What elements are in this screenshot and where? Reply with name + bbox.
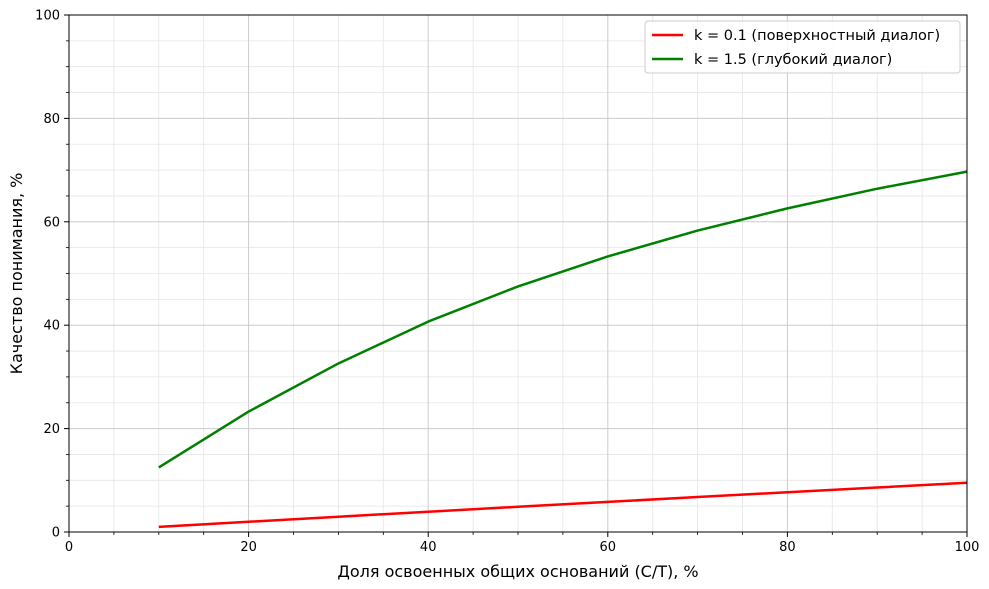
y-tick-label: 0 xyxy=(52,526,60,541)
x-tick-label: 20 xyxy=(240,540,257,555)
axis-ticks: 0 20 40 60 80 100 0 20 40 60 80 100 xyxy=(35,9,979,556)
y-tick-label: 80 xyxy=(43,112,60,127)
y-axis-label: Качество понимания, % xyxy=(7,173,26,375)
legend: k = 0.1 (поверхностный диалог) k = 1.5 (… xyxy=(644,20,961,74)
y-tick-label: 100 xyxy=(35,9,60,24)
legend-label-k15: k = 1.5 (глубокий диалог) xyxy=(694,52,892,68)
y-tick-label: 20 xyxy=(43,422,60,437)
legend-label-k01: k = 0.1 (поверхностный диалог) xyxy=(694,28,940,44)
y-tick-label: 40 xyxy=(43,319,60,334)
x-tick-label: 80 xyxy=(779,540,796,555)
legend-frame xyxy=(644,20,961,74)
series-line-0 xyxy=(158,481,968,529)
y-tick-label: 60 xyxy=(43,215,60,230)
x-tick-label: 100 xyxy=(955,540,980,555)
series-layer xyxy=(158,170,968,529)
x-tick-label: 60 xyxy=(600,540,617,555)
x-tick-label: 40 xyxy=(420,540,437,555)
x-axis-label: Доля освоенных общих оснований (C/T), % xyxy=(337,562,698,581)
minor-grid xyxy=(69,15,967,532)
x-tick-label: 0 xyxy=(65,540,73,555)
series-line-1 xyxy=(158,170,968,469)
